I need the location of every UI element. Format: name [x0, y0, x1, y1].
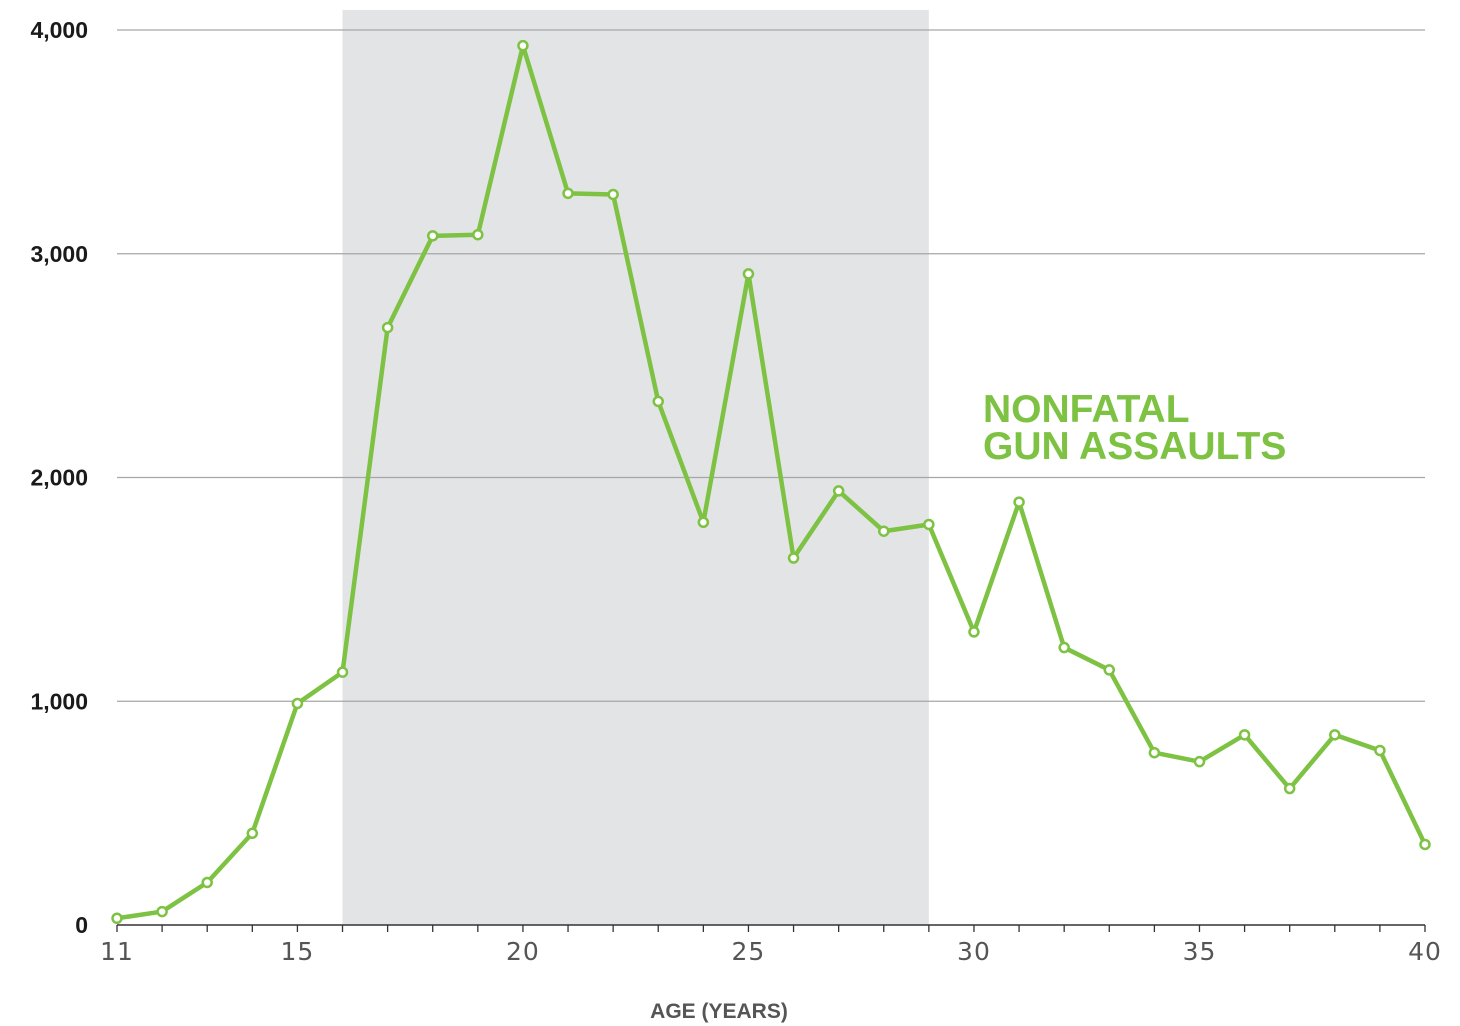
- series-points: [111, 39, 1431, 925]
- data-point: [291, 697, 304, 710]
- data-point: [111, 912, 123, 925]
- data-point: [472, 228, 484, 241]
- shaded-age-band: [342, 10, 929, 925]
- y-tick-label: 2,000: [30, 465, 88, 491]
- data-point: [878, 525, 890, 537]
- data-point: [607, 188, 619, 201]
- data-point: [1374, 744, 1386, 757]
- data-point: [1238, 729, 1251, 741]
- y-tick-label: 0: [75, 912, 88, 938]
- data-point: [1419, 838, 1431, 851]
- data-point: [1148, 746, 1161, 759]
- data-point: [832, 485, 845, 497]
- data-point: [923, 518, 935, 531]
- x-axis-ticks: [116, 925, 1426, 932]
- data-point: [697, 516, 710, 528]
- data-point: [787, 552, 800, 564]
- series-line: [116, 43, 1428, 921]
- data-point: [517, 39, 529, 52]
- data-point: [742, 268, 755, 280]
- x-tick-label: 35: [1183, 937, 1217, 966]
- data-point: [381, 321, 394, 334]
- data-point: [246, 827, 259, 840]
- data-point: [426, 230, 439, 242]
- data-point: [336, 666, 349, 678]
- gridlines: [117, 29, 1425, 702]
- y-tick-label: 1,000: [30, 688, 88, 714]
- y-tick-label: 3,000: [30, 241, 88, 267]
- annotation-line-2: GUN ASSAULTS: [983, 425, 1286, 468]
- x-axis-tick-labels: 11 15 20 25 30 35 40: [100, 937, 1442, 966]
- annotation-line-1: NONFATAL: [983, 388, 1190, 431]
- x-tick-label: 15: [281, 937, 315, 966]
- x-tick-label: 25: [732, 937, 766, 966]
- y-tick-label: 4,000: [30, 17, 88, 43]
- data-point: [201, 876, 213, 889]
- data-point: [1013, 496, 1025, 508]
- x-tick-label: 11: [100, 937, 134, 966]
- data-point: [1329, 729, 1341, 741]
- data-point: [968, 626, 980, 638]
- y-axis-tick-labels: 0 1,000 2,000 3,000 4,000: [30, 17, 88, 938]
- x-tick-label: 30: [957, 937, 991, 966]
- data-point: [1283, 782, 1296, 795]
- x-tick-label: 40: [1408, 937, 1442, 966]
- data-point: [156, 905, 168, 918]
- data-point: [1058, 641, 1070, 654]
- data-point: [1193, 755, 1206, 768]
- x-tick-label: 20: [506, 937, 540, 966]
- x-axis-label: AGE (YEARS): [650, 1000, 788, 1023]
- data-point: [562, 187, 574, 200]
- data-point: [652, 395, 664, 408]
- data-point: [1103, 664, 1116, 676]
